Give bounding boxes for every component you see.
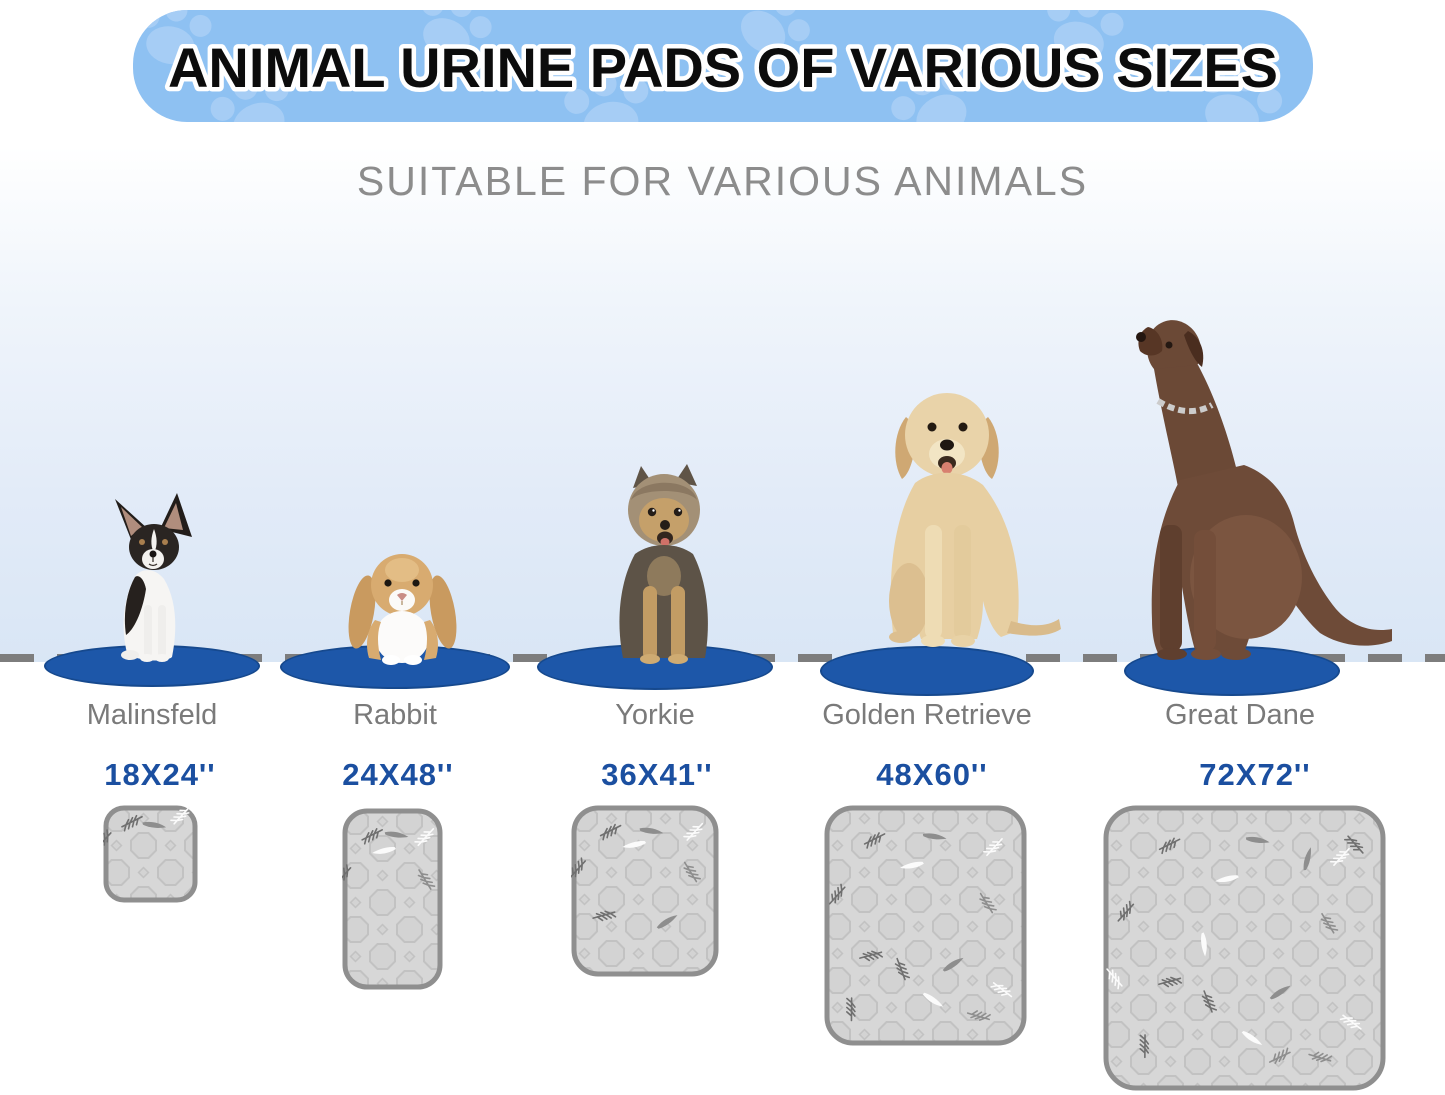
animal-name-rabbit: Rabbit xyxy=(353,699,437,731)
pad-size-48x60: 48X60'' xyxy=(876,757,988,792)
animal-name-malinsfeld: Malinsfeld xyxy=(86,699,218,731)
great-dane-illustration xyxy=(1136,320,1392,660)
malinsfeld-illustration xyxy=(115,493,192,662)
animal-name-golden-retrieve: Golden Retrieve xyxy=(822,699,1032,731)
subtitle: SUITABLE FOR VARIOUS ANIMALS xyxy=(356,158,1089,204)
rabbit-illustration xyxy=(348,554,457,665)
animal-name-yorkie: Yorkie xyxy=(615,699,695,731)
pad-size-18x24: 18X24'' xyxy=(104,757,216,792)
pad-size-24x48: 24X48'' xyxy=(342,757,454,792)
golden-retrieve-illustration xyxy=(889,393,1061,647)
pad-size-36x41: 36X41'' xyxy=(601,757,713,792)
yorkie-illustration xyxy=(619,464,708,664)
title-banner: ANIMAL URINE PADS OF VARIOUS SIZES xyxy=(133,10,1313,122)
pad-swatch-36x41 xyxy=(571,805,719,977)
pad-swatch-48x60 xyxy=(824,805,1027,1046)
pad-swatch-24x48 xyxy=(342,808,443,990)
animal-name-great-dane: Great Dane xyxy=(1165,699,1315,731)
pad-swatch-72x72 xyxy=(1103,805,1386,1091)
pad-size-72x72: 72X72'' xyxy=(1199,757,1311,792)
pad-swatch-18x24 xyxy=(103,805,198,903)
pad-oval-golden-retrieve xyxy=(820,646,1034,696)
page-title: ANIMAL URINE PADS OF VARIOUS SIZES xyxy=(168,36,1278,99)
